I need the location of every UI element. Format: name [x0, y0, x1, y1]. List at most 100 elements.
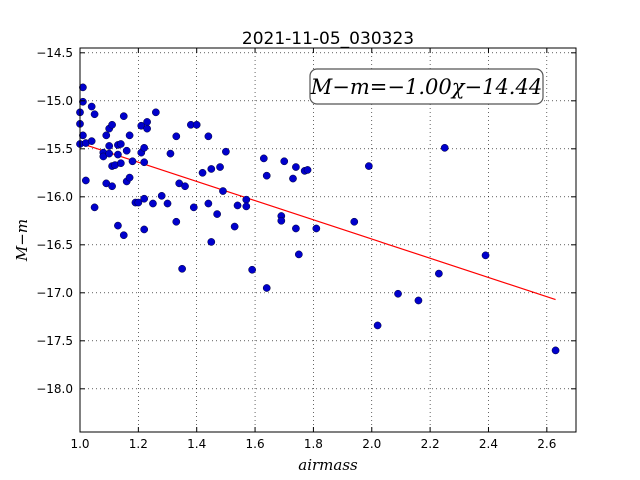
data-point — [140, 225, 149, 234]
data-point — [222, 147, 230, 156]
data-point — [79, 83, 87, 92]
data-point — [198, 168, 207, 177]
x-tick-label: 2.4 — [479, 437, 498, 451]
data-point — [189, 203, 198, 212]
x-tick-label: 1.4 — [187, 437, 206, 451]
data-point — [233, 201, 242, 210]
data-point — [116, 140, 125, 148]
y-tick-label: −15.5 — [36, 142, 73, 156]
data-point — [114, 150, 122, 159]
plot-area — [80, 48, 576, 432]
axis-ticks — [79, 48, 576, 432]
data-point — [143, 124, 151, 133]
data-point — [140, 194, 149, 203]
data-point — [116, 159, 125, 168]
data-point — [248, 265, 256, 274]
data-point — [207, 165, 216, 173]
data-point — [213, 210, 221, 218]
fit-line — [79, 142, 556, 301]
x-tick-label: 2.0 — [362, 437, 381, 451]
x-tick-label: 1.8 — [304, 437, 323, 451]
data-point — [149, 199, 157, 208]
data-point — [289, 174, 297, 183]
data-point — [143, 118, 151, 126]
data-point — [414, 296, 423, 305]
x-axis-label: airmass — [298, 456, 358, 474]
data-point — [108, 120, 116, 129]
data-point — [102, 131, 111, 140]
data-point — [259, 154, 268, 163]
data-point — [294, 250, 303, 259]
plot-frame — [79, 47, 577, 433]
data-point — [262, 284, 271, 292]
y-axis-label: M−m — [13, 219, 31, 262]
data-point — [79, 97, 87, 106]
data-point — [152, 108, 160, 117]
data-point — [242, 195, 251, 204]
data-point — [140, 158, 149, 167]
data-point — [87, 137, 96, 145]
data-point — [172, 217, 181, 226]
data-point — [122, 146, 131, 155]
data-point — [204, 132, 213, 141]
data-point — [551, 346, 560, 355]
data-point — [230, 222, 239, 231]
data-point — [90, 110, 99, 119]
y-tick-label: −14.5 — [36, 46, 73, 60]
fit-line-layer — [79, 142, 556, 301]
data-point — [440, 143, 449, 152]
y-tick-label: −16.0 — [36, 190, 73, 204]
data-point — [181, 182, 189, 191]
data-point — [435, 269, 443, 278]
data-point — [125, 131, 134, 140]
data-point — [134, 198, 143, 207]
data-point — [172, 132, 181, 141]
data-point — [105, 142, 114, 150]
y-tick-label: −17.5 — [36, 334, 73, 348]
x-tick-label: 2.2 — [421, 437, 440, 451]
x-tick-labels: 1.0 1.2 1.4 1.6 1.8 2.0 2.2 2.4 2.6 — [70, 437, 556, 451]
data-point — [373, 321, 382, 330]
data-point — [79, 131, 87, 140]
x-tick-label: 1.0 — [70, 437, 89, 451]
data-point — [364, 162, 373, 170]
data-point — [140, 143, 149, 152]
data-point — [481, 251, 490, 260]
data-point — [87, 102, 96, 111]
grid-lines — [79, 48, 576, 432]
data-point — [219, 187, 227, 195]
data-point — [166, 149, 175, 158]
data-point — [312, 224, 321, 233]
data-point — [125, 173, 134, 182]
data-point — [105, 149, 114, 158]
data-point — [303, 166, 312, 174]
y-tick-labels: −14.5 −15.0 −15.5 −16.0 −16.5 −17.0 −17.5 −18.0 — [36, 46, 73, 396]
data-point — [292, 224, 300, 233]
data-point — [163, 199, 172, 208]
data-point — [277, 216, 286, 225]
data-point — [192, 120, 201, 129]
data-point — [350, 217, 359, 226]
data-point — [242, 202, 251, 211]
data-points — [76, 83, 560, 355]
data-point — [81, 176, 90, 185]
fit-equation-frame — [309, 68, 544, 105]
y-tick-label: −16.5 — [36, 238, 73, 252]
data-point — [204, 199, 213, 208]
data-point — [119, 112, 128, 121]
data-point — [262, 171, 271, 180]
fit-equation-box: M−m=−1.00χ−14.44 — [309, 68, 544, 105]
data-point — [119, 231, 128, 240]
data-point — [128, 157, 137, 166]
data-point — [178, 264, 186, 273]
data-point — [216, 163, 224, 171]
x-tick-label: 2.6 — [537, 437, 556, 451]
fit-equation-text: M−m=−1.00χ−14.44 — [310, 75, 542, 99]
y-tick-label: −18.0 — [36, 382, 73, 396]
data-point — [157, 191, 166, 200]
chart-title: 2021-11-05_030323 — [242, 29, 414, 49]
data-point — [108, 182, 116, 191]
x-tick-label: 1.6 — [246, 437, 265, 451]
data-point — [394, 289, 402, 298]
